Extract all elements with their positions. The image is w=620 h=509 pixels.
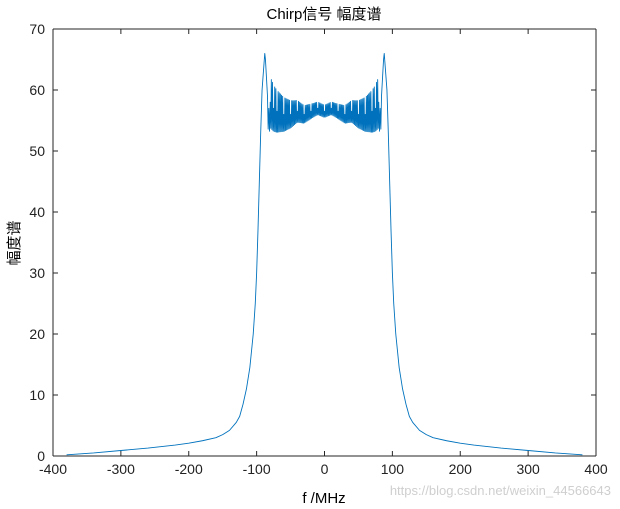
plot-area <box>53 29 596 456</box>
x-tick-label: 200 <box>449 461 473 477</box>
y-axis-label: 幅度谱 <box>6 220 23 265</box>
y-tick-label: 10 <box>29 387 45 403</box>
y-tick-label: 60 <box>29 82 45 98</box>
x-tick-label: 300 <box>516 461 540 477</box>
data-line-group <box>66 52 583 456</box>
x-tick-label: -400 <box>39 461 67 477</box>
y-tick-group: 0 10 20 30 40 50 60 70 <box>29 21 596 464</box>
x-tick-label: 400 <box>584 461 608 477</box>
x-tick-label: -200 <box>175 461 203 477</box>
x-tick-label: -300 <box>107 461 135 477</box>
y-tick-label: 70 <box>29 21 45 37</box>
x-tick-label: -100 <box>243 461 271 477</box>
y-tick-label: 30 <box>29 265 45 281</box>
series-line-0 <box>66 52 583 456</box>
watermark-text: https://blog.csdn.net/weixin_44566643 <box>390 483 611 498</box>
x-tick-label: 0 <box>321 461 329 477</box>
y-tick-label: 20 <box>29 326 45 342</box>
y-tick-label: 40 <box>29 204 45 220</box>
x-tick-group: -400 -300 -200 -100 0 100 200 300 400 <box>39 29 608 477</box>
x-axis-label: f /MHz <box>302 490 345 507</box>
y-tick-label: 0 <box>37 448 45 464</box>
y-tick-label: 50 <box>29 143 45 159</box>
x-tick-label: 100 <box>381 461 405 477</box>
chart-title: Chirp信号 幅度谱 <box>266 6 381 23</box>
